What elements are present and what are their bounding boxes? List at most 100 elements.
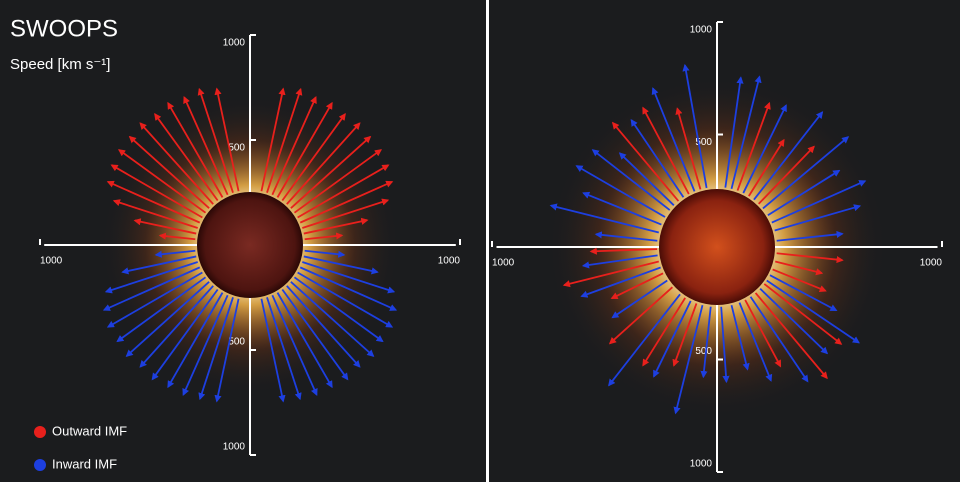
legend-marker [34, 459, 46, 471]
tick-label: 500 [228, 143, 245, 154]
speed-arrow [771, 180, 867, 224]
speed-arrow [610, 272, 664, 300]
speed-arrow [618, 152, 675, 206]
speed-arrow [763, 283, 843, 345]
speed-arrow [775, 260, 824, 276]
speed-arrow [767, 169, 841, 216]
speed-arrow [549, 203, 659, 234]
speed-arrow [214, 87, 240, 192]
speed-arrow [276, 101, 333, 198]
speed-arrow [118, 149, 207, 214]
speed-arrow [304, 249, 346, 258]
speed-arrow [281, 113, 346, 202]
speed-arrow [260, 298, 286, 403]
tick-label: 500 [695, 137, 712, 148]
speed-arrow [754, 292, 828, 380]
speed-arrow [758, 145, 815, 205]
speed-arrow [154, 113, 219, 202]
tick-label: 1000 [690, 25, 713, 36]
speed-arrow [276, 292, 333, 389]
speed-arrow [293, 149, 382, 214]
speed-arrow [720, 306, 730, 384]
speed-arrow [182, 294, 229, 396]
speed-arrow [271, 95, 317, 196]
speed-arrow [299, 180, 394, 224]
speed-arrow [608, 286, 674, 345]
speed-arrow [116, 276, 207, 343]
axis-label: Speed [km s⁻¹] [10, 56, 110, 73]
tick-label: 1000 [40, 256, 63, 267]
speed-arrow [297, 271, 394, 328]
speed-arrow [167, 292, 224, 389]
speed-arrow [581, 254, 658, 269]
speed-arrow [104, 261, 198, 294]
speed-arrow [266, 297, 302, 401]
speed-arrow [121, 255, 197, 275]
speed-arrow [748, 138, 785, 197]
speed-arrow [110, 164, 203, 219]
tick-label: 1000 [920, 258, 943, 269]
speed-arrow [776, 230, 844, 242]
speed-arrow [630, 118, 685, 198]
speed-arrow [102, 266, 201, 311]
speed-arrow [675, 107, 702, 190]
legend-label: Inward IMF [52, 456, 117, 471]
speed-arrow [303, 255, 379, 275]
speed-arrow [582, 191, 662, 226]
speed-arrow [290, 135, 372, 209]
legend-marker [34, 426, 46, 438]
speed-arrow [575, 165, 666, 218]
speed-arrow [128, 135, 210, 209]
speed-arrow [749, 296, 809, 383]
tick-label: 1000 [492, 258, 515, 269]
speed-arrow [158, 232, 196, 241]
speed-arrow [302, 198, 390, 229]
speed-arrow [730, 305, 750, 371]
speed-arrow [260, 87, 286, 192]
speed-arrow [742, 104, 787, 194]
speed-arrow [608, 293, 681, 387]
speed-arrow [776, 252, 844, 264]
speed-arrow [303, 217, 369, 235]
speed-arrow [759, 288, 829, 355]
speed-arrow [736, 101, 771, 191]
speed-arrow [290, 281, 375, 357]
speed-arrow [682, 63, 708, 189]
speed-arrow [653, 300, 692, 378]
tick-label: 500 [695, 346, 712, 357]
speed-arrow [589, 247, 658, 255]
speed-arrow [281, 288, 349, 381]
speed-arrow [304, 232, 344, 241]
speed-arrow [133, 218, 197, 235]
speed-arrow [297, 164, 390, 219]
speed-arrow [286, 285, 361, 368]
speed-arrow [772, 268, 827, 293]
speed-arrow [286, 122, 361, 205]
speed-arrow [214, 298, 240, 403]
speed-arrow [642, 106, 690, 195]
legend-label: Outward IMF [52, 423, 127, 438]
speed-arrow [651, 87, 696, 192]
speed-arrow [139, 122, 214, 205]
speed-arrow [591, 149, 671, 211]
speed-arrow [271, 294, 318, 396]
sun [197, 192, 303, 298]
tick-label: 1000 [223, 442, 246, 453]
speed-arrow [562, 260, 659, 288]
speed-arrow [700, 306, 712, 379]
speed-arrow [673, 305, 704, 415]
tick-label: 500 [228, 337, 245, 348]
speed-arrow [730, 75, 762, 189]
speed-arrow [151, 288, 219, 381]
speed-arrow [106, 271, 203, 328]
tick-label: 1000 [438, 256, 461, 267]
speed-arrow [672, 303, 698, 367]
speed-arrow [611, 121, 680, 202]
speed-arrow [774, 204, 862, 232]
speed-arrow [139, 285, 214, 368]
speed-arrow [724, 76, 744, 188]
speed-arrow [125, 281, 210, 357]
speed-arrow [594, 231, 658, 242]
speed-arrow [293, 276, 384, 343]
